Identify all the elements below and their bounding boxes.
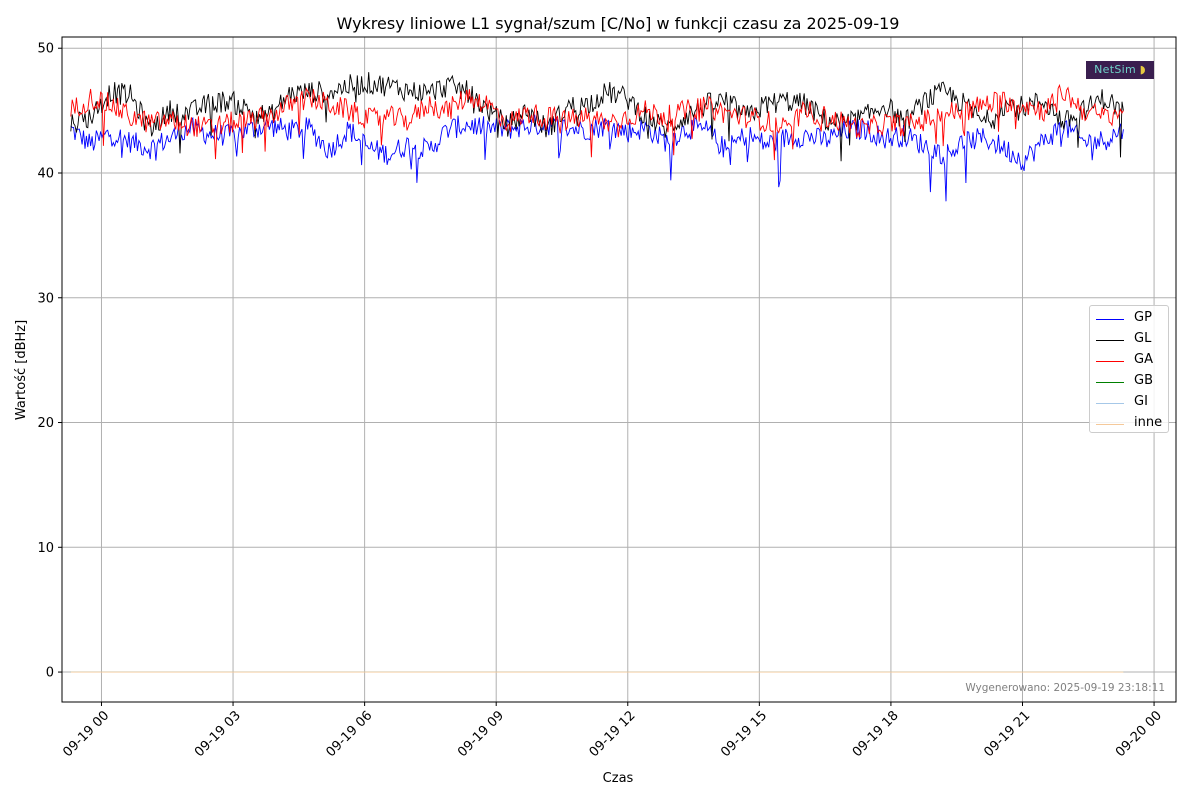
legend-label: inne [1134,415,1163,430]
chart-title: Wykresy liniowe L1 sygnał/szum [C/No] w … [337,14,900,33]
legend-label: GA [1134,352,1153,367]
y-axis-label: Wartość [dBHz] [14,320,29,420]
x-tick-label: 09-19 00 [60,708,112,760]
x-tick-label: 09-19 06 [324,708,376,760]
legend-label: GI [1134,394,1148,409]
legend: GP GL GA GB GI inne [1089,305,1169,433]
grid-lines [62,37,1176,702]
legend-item-gi: GI [1090,393,1168,413]
x-axis-label: Czas [603,771,634,786]
legend-item-gp: GP [1090,309,1168,329]
y-tick-label: 10 [37,541,54,556]
x-tick-label: 09-19 21 [981,708,1033,760]
legend-item-ga: GA [1090,351,1168,371]
y-tick-label: 0 [46,666,54,681]
series-line-gp [70,114,1124,202]
legend-swatch [1096,424,1124,425]
legend-swatch [1096,403,1124,404]
x-axis-ticks: 09-19 00 09-19 03 09-19 06 09-19 09 09-19 12… [60,702,1165,760]
y-axis-ticks: 0 10 20 30 40 50 [37,42,62,681]
legend-swatch [1096,340,1124,341]
x-tick-label: 09-19 03 [192,708,244,760]
legend-item-gl: GL [1090,330,1168,350]
series-line-gl [70,72,1124,162]
legend-swatch [1096,319,1124,320]
logo-text: NetSim [1094,63,1136,76]
logo-arc-icon: ◗ [1135,63,1146,76]
legend-swatch [1096,382,1124,383]
legend-swatch [1096,361,1124,362]
plot-area [70,72,1124,673]
logo: NetSim ◗ [1086,61,1154,79]
y-tick-label: 50 [37,42,54,57]
x-tick-label: 09-19 12 [587,708,639,760]
x-tick-label: 09-20 00 [1113,708,1165,760]
generated-timestamp: Wygenerowano: 2025-09-19 23:18:11 [965,682,1165,694]
legend-label: GB [1134,373,1153,388]
series-line-ga [70,83,1124,161]
legend-item-inne: inne [1090,414,1168,434]
legend-item-gb: GB [1090,372,1168,392]
plot-frame [61,36,1177,703]
legend-label: GP [1134,310,1152,325]
x-tick-label: 09-19 15 [718,708,770,760]
x-tick-label: 09-19 09 [455,708,507,760]
legend-label: GL [1134,331,1152,346]
x-tick-label: 09-19 18 [850,708,902,760]
y-tick-label: 30 [37,291,54,306]
y-tick-label: 40 [37,166,54,181]
y-tick-label: 20 [37,416,54,431]
